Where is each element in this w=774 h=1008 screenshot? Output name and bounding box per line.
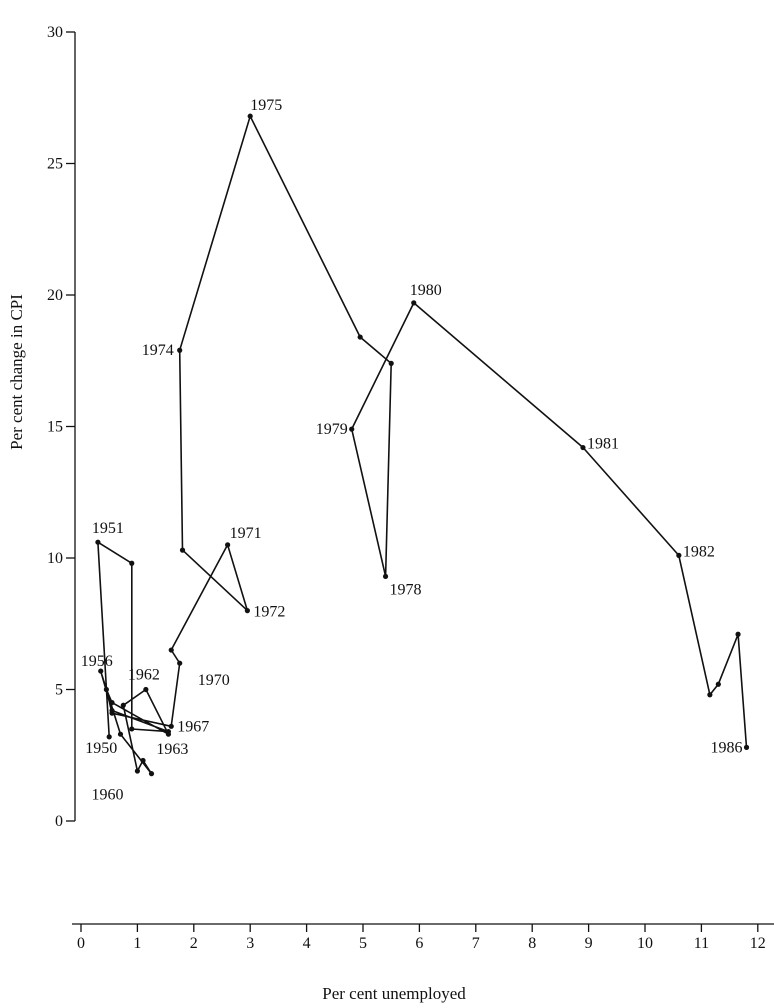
data-point-1958 xyxy=(148,771,155,777)
data-point-1967 xyxy=(168,723,174,729)
year-label-1978: 1978 xyxy=(390,581,422,598)
data-point-1977 xyxy=(382,573,389,580)
year-label-1971: 1971 xyxy=(230,525,262,542)
data-point-1976 xyxy=(388,360,394,366)
x-tick-label: 9 xyxy=(585,935,593,952)
year-label-1981: 1981 xyxy=(587,436,619,453)
data-point-1962 xyxy=(143,686,149,693)
y-tick-label: 25 xyxy=(47,156,63,173)
x-tick-label: 11 xyxy=(694,935,709,952)
year-label-1986: 1986 xyxy=(711,739,743,756)
data-point-1968 xyxy=(177,660,183,666)
year-label-1982: 1982 xyxy=(683,543,715,560)
x-axis-label: Per cent unemployed xyxy=(322,984,466,1003)
data-point-1974 xyxy=(247,113,253,119)
year-label-1972: 1972 xyxy=(253,604,285,621)
data-points xyxy=(95,113,750,777)
data-point-1970 xyxy=(225,542,231,548)
x-tick-label: 10 xyxy=(637,935,653,952)
data-point-1953 xyxy=(129,726,135,732)
x-tick-label: 0 xyxy=(77,935,85,952)
data-point-1963 xyxy=(165,731,172,737)
data-point-1964 xyxy=(109,700,115,706)
x-tick-label: 8 xyxy=(528,935,536,952)
y-axis: 0 5 10 15 20 25 30 xyxy=(47,24,76,830)
data-point-1981 xyxy=(676,552,682,558)
year-label-1980: 1980 xyxy=(410,282,442,299)
y-axis-label: Per cent change in CPI xyxy=(7,294,26,450)
y-tick-label: 15 xyxy=(47,419,63,436)
year-label-1951: 1951 xyxy=(92,520,124,537)
data-point-1979 xyxy=(411,300,417,306)
year-label-1979: 1979 xyxy=(316,421,348,438)
year-label-1950: 1950 xyxy=(85,740,117,757)
data-point-1972 xyxy=(179,547,186,553)
data-point-1966 xyxy=(109,710,115,716)
year-label-1967: 1967 xyxy=(177,718,209,735)
data-point-1982 xyxy=(707,692,713,698)
series-line xyxy=(97,115,748,775)
data-point-1984 xyxy=(735,631,741,637)
data-point-1971 xyxy=(244,608,250,614)
year-label-1956: 1956 xyxy=(81,653,113,670)
data-point-1969 xyxy=(168,647,174,653)
data-point-1973 xyxy=(177,347,183,353)
data-point-1951 xyxy=(95,539,101,545)
y-tick-label: 30 xyxy=(47,24,63,41)
x-tick-label: 5 xyxy=(359,935,367,952)
year-label-1970: 1970 xyxy=(198,672,230,689)
y-tick-label: 20 xyxy=(47,287,63,304)
y-tick-label: 10 xyxy=(47,550,63,567)
year-label-1960: 1960 xyxy=(92,787,124,804)
y-tick-label: 0 xyxy=(55,813,63,830)
data-point-1959 xyxy=(140,757,146,764)
x-tick-label: 2 xyxy=(190,935,198,952)
y-tick-label: 5 xyxy=(55,682,63,699)
series-path xyxy=(97,115,748,775)
x-tick-label: 12 xyxy=(750,935,766,952)
data-point-1960 xyxy=(134,768,140,774)
data-point-1983 xyxy=(715,681,721,687)
x-tick-label: 3 xyxy=(246,935,254,952)
year-labels: 1951 1956 1962 1967 1950 1963 1960 1970 1971 1972… xyxy=(81,97,743,804)
data-point-1975 xyxy=(357,334,363,340)
x-tick-label: 4 xyxy=(303,935,311,952)
year-label-1963: 1963 xyxy=(156,741,188,758)
data-point-1965 xyxy=(103,686,109,693)
x-axis: 0 1 2 3 4 5 6 7 8 9 10 11 12 xyxy=(72,923,774,952)
data-point-1950 xyxy=(106,734,112,740)
year-label-1974: 1974 xyxy=(142,342,174,359)
data-point-1957 xyxy=(117,731,124,737)
data-point-1980 xyxy=(580,444,586,451)
x-tick-label: 6 xyxy=(415,935,423,952)
data-point-1978 xyxy=(349,426,355,432)
x-tick-label: 1 xyxy=(133,935,141,952)
data-point-1956 xyxy=(98,668,104,674)
data-point-1952 xyxy=(129,560,135,566)
data-point-1961 xyxy=(120,702,126,708)
year-label-1962: 1962 xyxy=(128,667,160,684)
year-label-1975: 1975 xyxy=(250,97,282,114)
x-tick-label: 7 xyxy=(472,935,480,952)
data-point-1985 xyxy=(743,744,750,750)
